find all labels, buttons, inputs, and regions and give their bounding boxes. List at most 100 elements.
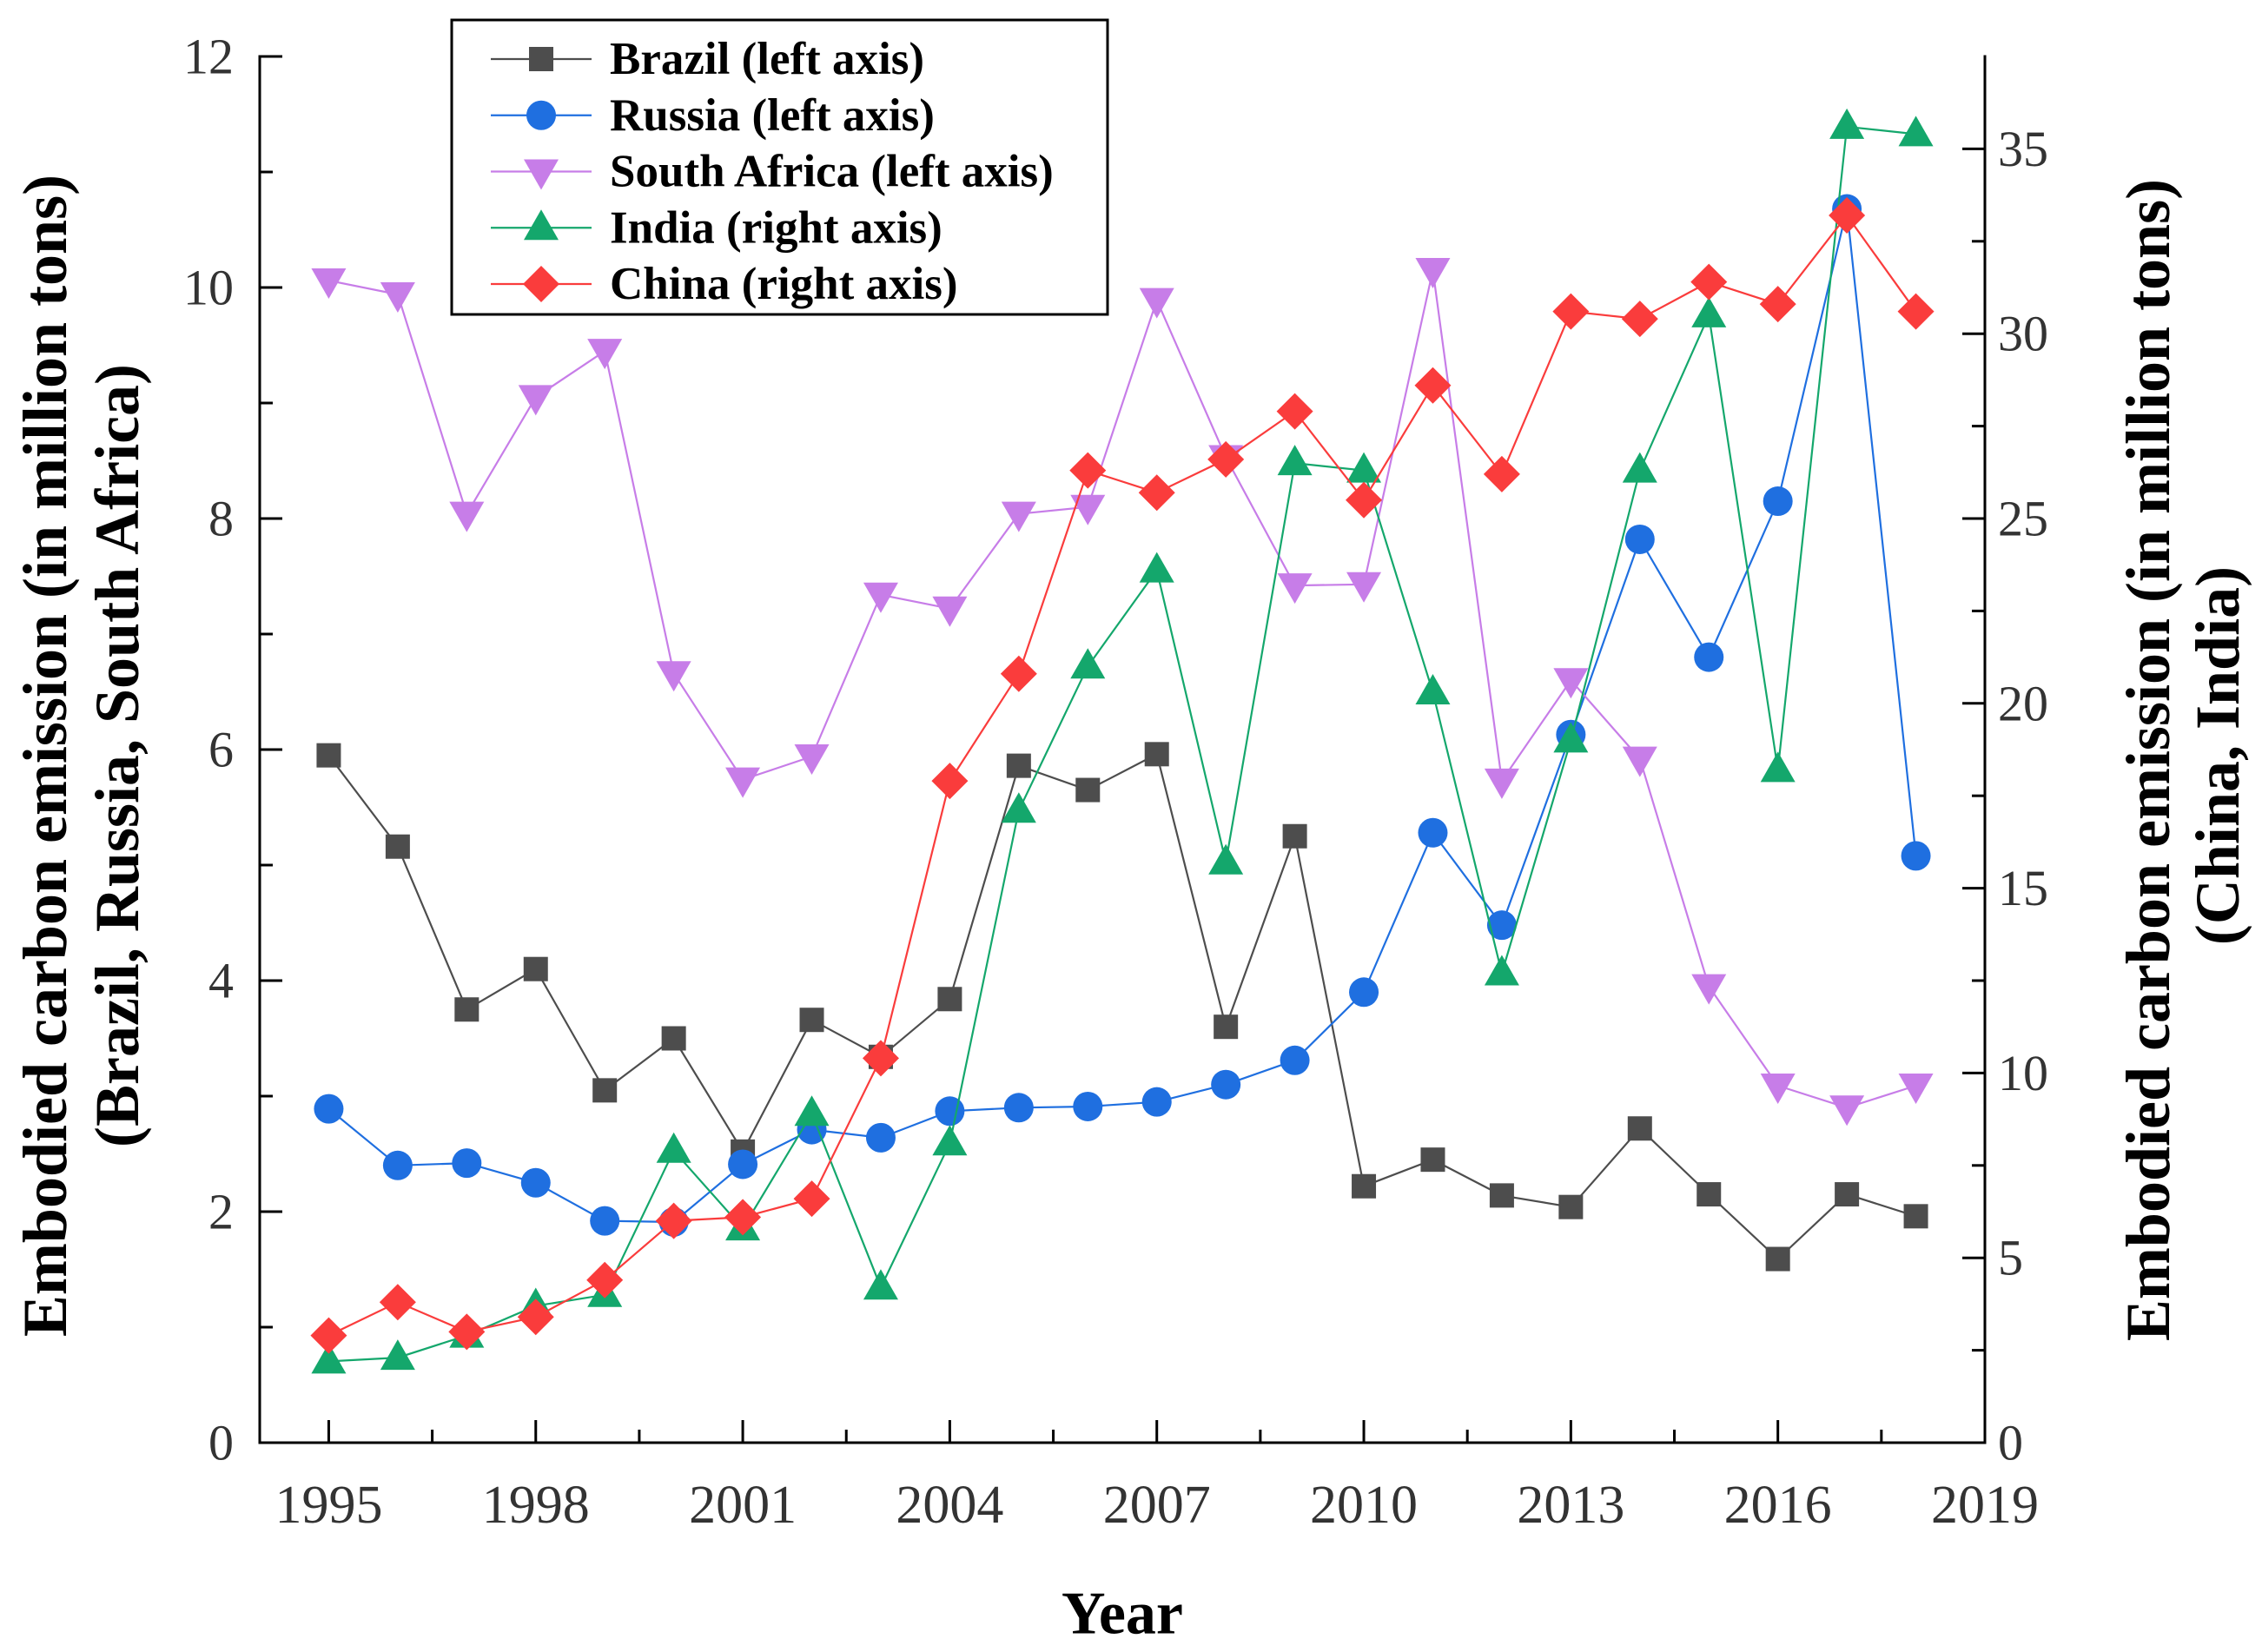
y-tick-label-left: 10 [183, 260, 234, 316]
china-point-2002 [793, 1180, 830, 1218]
russia-point-2009 [1280, 1045, 1310, 1075]
legend-marker-india [524, 209, 559, 241]
south-africa-point-2006 [1070, 494, 1106, 525]
legend-marker-south-africa [524, 159, 559, 190]
china-point-2009 [1276, 393, 1313, 430]
south-africa-point-2017 [1829, 1095, 1865, 1127]
brazil-point-1996 [385, 834, 410, 859]
south-africa-point-2012 [1484, 768, 1519, 799]
axes: 1995 1998 2001 2004 2007 2010 2013 2016 20190246… [183, 29, 2048, 1536]
russia-point-2008 [1211, 1069, 1241, 1100]
brazil-point-2016 [1765, 1246, 1790, 1272]
legend-label-india: India (right axis) [610, 202, 942, 253]
india-point-2006 [1070, 648, 1106, 679]
india-line [328, 125, 1916, 1363]
south-africa-point-1995 [311, 268, 347, 300]
brazil-point-2007 [1144, 742, 1169, 767]
legend-marker-russia [526, 100, 556, 130]
china-point-2011 [1414, 367, 1452, 404]
brazil-point-2013 [1558, 1194, 1584, 1219]
brazil-point-2011 [1420, 1147, 1445, 1173]
china-point-1995 [310, 1317, 347, 1354]
y-tick-label-left: 2 [208, 1184, 234, 1240]
south-africa-point-2011 [1415, 258, 1451, 289]
china-point-2005 [1000, 655, 1037, 692]
india-point-2000 [656, 1132, 691, 1163]
south-africa-series [311, 258, 1934, 1127]
y-tick-label-left: 8 [208, 491, 234, 547]
y-tick-label-left: 12 [183, 29, 234, 85]
legend: Brazil (left axis) Russia (left axis) Sout… [450, 18, 1109, 316]
brazil-point-2008 [1214, 1014, 1239, 1040]
china-point-2018 [1897, 293, 1935, 330]
brazil-point-2005 [1006, 753, 1031, 778]
south-africa-point-2018 [1898, 1074, 1934, 1105]
russia-point-2014 [1624, 524, 1655, 554]
plot-series [310, 108, 1935, 1374]
brazil-point-1997 [454, 997, 480, 1022]
china-series [310, 197, 1935, 1354]
south-africa-point-2013 [1553, 668, 1589, 699]
south-africa-line [328, 269, 1916, 1109]
legend-box [450, 18, 1109, 316]
russia-point-2007 [1141, 1087, 1172, 1117]
brazil-point-2009 [1282, 823, 1307, 849]
y-tick-label-left: 6 [208, 722, 234, 778]
russia-point-2011 [1418, 817, 1448, 848]
brazil-point-2017 [1835, 1182, 1860, 1207]
china-point-1996 [379, 1284, 416, 1321]
x-tick-label: 2001 [689, 1476, 797, 1535]
y-tick-label-right: 25 [1998, 491, 2048, 547]
china-point-2010 [1346, 481, 1383, 519]
south-africa-point-1997 [449, 501, 485, 532]
india-point-2010 [1346, 452, 1382, 483]
x-axis-title: Year [1062, 1581, 1183, 1648]
china-point-2016 [1759, 286, 1796, 323]
india-point-2005 [1001, 792, 1036, 823]
china-point-2000 [655, 1202, 692, 1239]
china-point-2008 [1207, 440, 1245, 478]
india-series [311, 108, 1934, 1374]
south-africa-point-2015 [1691, 974, 1727, 1005]
legend-item-russia: Russia (left axis) [491, 90, 935, 141]
russia-point-2015 [1694, 642, 1724, 672]
south-africa-point-2009 [1277, 573, 1313, 605]
legend-label-russia: Russia (left axis) [610, 90, 935, 141]
south-africa-point-2010 [1346, 572, 1382, 603]
south-africa-point-2016 [1760, 1074, 1796, 1105]
brazil-point-1995 [316, 743, 341, 768]
south-africa-point-2007 [1139, 287, 1174, 319]
y-tick-label-left: 4 [208, 953, 234, 1009]
china-point-2007 [1138, 474, 1175, 512]
russia-point-2010 [1349, 977, 1379, 1008]
india-point-2017 [1829, 108, 1865, 139]
india-point-2015 [1691, 296, 1727, 327]
china-point-2003 [862, 1040, 899, 1077]
south-africa-point-2004 [932, 596, 968, 627]
china-point-2015 [1690, 263, 1728, 301]
russia-point-1995 [314, 1094, 344, 1124]
india-point-1996 [380, 1339, 415, 1371]
india-point-2011 [1415, 674, 1451, 705]
south-africa-point-2003 [863, 582, 898, 613]
legend-item-south-africa: South Africa (left axis) [491, 147, 1054, 197]
x-tick-label: 1995 [274, 1476, 382, 1535]
legend-label-china: China (right axis) [610, 259, 957, 309]
y-tick-label-right: 10 [1998, 1045, 2048, 1101]
brazil-point-2004 [937, 987, 962, 1012]
x-tick-label: 2010 [1310, 1476, 1418, 1535]
china-point-2014 [1621, 301, 1658, 338]
brazil-point-2010 [1352, 1173, 1377, 1199]
india-point-2018 [1898, 116, 1934, 147]
south-africa-point-1999 [587, 339, 623, 370]
y-axis-title-left-line-2: (Brazil, Russia, South Africa) [83, 364, 152, 1147]
india-point-2009 [1277, 445, 1313, 476]
x-tick-label: 2007 [1103, 1476, 1211, 1535]
y-tick-label-right: 15 [1998, 860, 2048, 916]
russia-point-2005 [1003, 1093, 1034, 1123]
russia-point-2012 [1486, 910, 1517, 941]
south-africa-point-1998 [518, 385, 553, 416]
